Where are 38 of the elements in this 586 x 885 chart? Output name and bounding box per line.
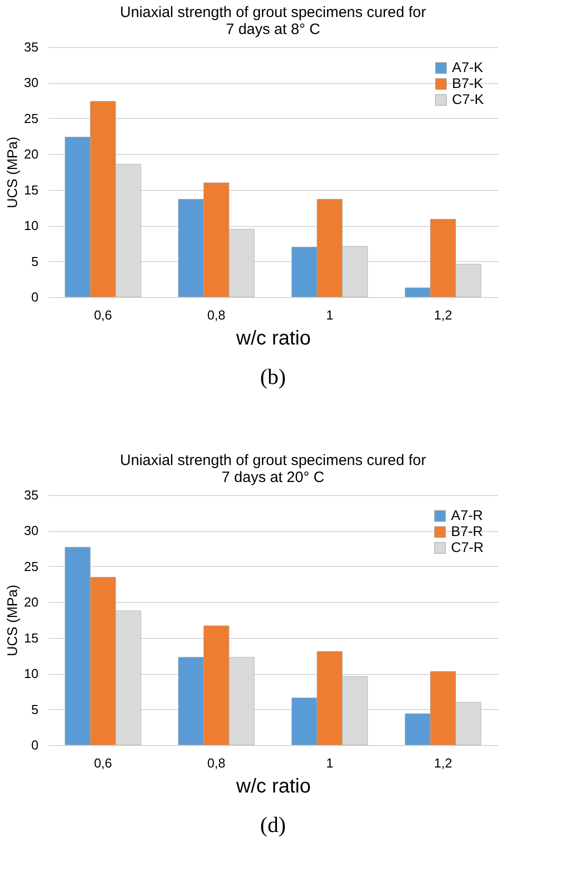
x-tick-label: 0,6: [94, 756, 112, 770]
y-tick-label: 30: [24, 75, 38, 90]
legend-label: B7-K: [452, 75, 484, 91]
legend-label: A7-R: [451, 507, 483, 523]
x-tick-label: 0,8: [207, 308, 226, 322]
legend-label: C7-K: [452, 91, 485, 107]
y-tick-label: 5: [31, 702, 38, 717]
y-tick-label: 0: [31, 738, 38, 752]
chart-title: Uniaxial strength of grout specimens cured for 7 days at 8° C: [120, 4, 426, 38]
x-tick-label: 1: [326, 756, 334, 770]
text: (b): [260, 364, 286, 389]
y-tick-label: 25: [24, 558, 38, 574]
x-tick-label: 1,2: [434, 756, 452, 770]
y-axis-title: UCS (MPa): [4, 584, 20, 656]
x-axis-title: w/c ratio: [235, 328, 311, 350]
y-tick-label: 10: [24, 666, 38, 682]
legend-label: A7-K: [452, 59, 484, 75]
legend-label: B7-R: [451, 523, 483, 539]
x-tick-label: 1: [326, 308, 334, 322]
chart-title: Uniaxial strength of grout specimens cured for 7 days at 20° C: [120, 452, 426, 486]
y-axis-title: UCS (MPa): [4, 136, 20, 208]
y-tick-label: 25: [24, 110, 38, 126]
y-tick-label: 35: [24, 488, 38, 502]
y-tick-label: 5: [31, 254, 38, 269]
y-tick-label: 20: [24, 594, 38, 610]
y-tick-label: 35: [24, 40, 38, 54]
y-tick-label: 10: [24, 218, 38, 234]
y-tick-label: 15: [24, 182, 38, 198]
x-tick-label: 1,2: [434, 308, 452, 322]
x-tick-label: 0,8: [207, 756, 226, 770]
x-tick-label: 0,6: [94, 308, 112, 322]
y-tick-label: 0: [31, 290, 38, 304]
x-axis-title: w/c ratio: [235, 776, 311, 798]
y-tick-label: 20: [24, 146, 38, 162]
y-tick-label: 30: [24, 523, 38, 538]
text: (d): [260, 812, 286, 837]
y-tick-label: 15: [24, 630, 38, 646]
legend-label: C7-R: [451, 539, 484, 555]
